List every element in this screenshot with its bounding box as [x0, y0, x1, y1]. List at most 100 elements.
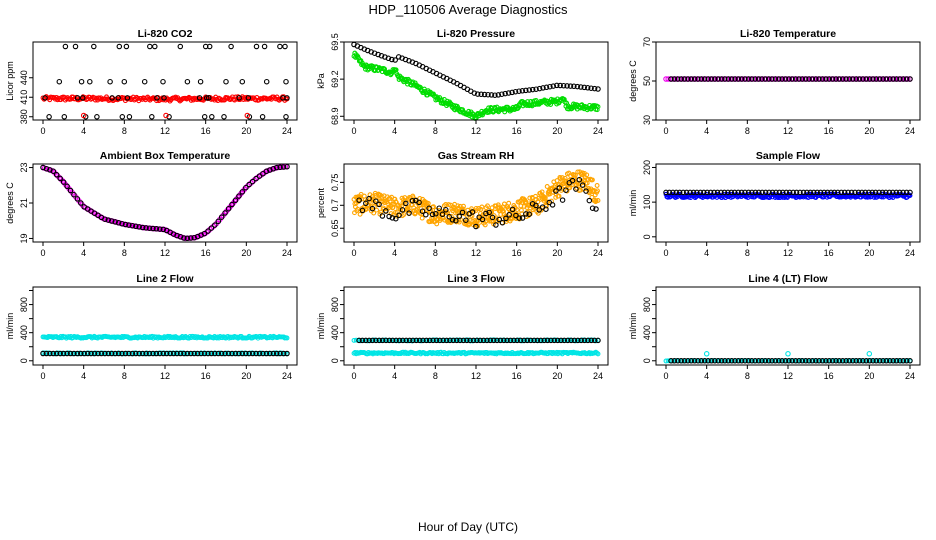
data-point [836, 76, 843, 82]
data-point [755, 358, 762, 364]
data-point [57, 175, 63, 182]
series-red-low [80, 112, 251, 119]
data-point [423, 211, 429, 218]
data-point [433, 337, 440, 344]
data-point [280, 164, 287, 170]
y-tick-label: 0.75 [330, 174, 340, 192]
data-point [703, 351, 710, 357]
data-point [501, 337, 507, 344]
data-point [544, 337, 551, 344]
data-point [567, 83, 574, 89]
data-point [78, 200, 84, 206]
data-point [762, 358, 769, 364]
data-point [239, 78, 246, 85]
x-tick-label: 0 [663, 248, 668, 258]
data-point [722, 358, 728, 364]
data-point [559, 197, 566, 203]
data-point [129, 222, 136, 229]
data-point [782, 358, 789, 364]
data-point [548, 337, 554, 344]
data-point [457, 337, 463, 344]
data-point [860, 358, 866, 364]
data-point [160, 78, 166, 85]
data-point [53, 94, 59, 100]
data-point [184, 350, 191, 357]
data-point [236, 95, 242, 101]
data-point [668, 76, 674, 82]
data-point [243, 350, 249, 357]
data-point [209, 114, 215, 120]
data-point [856, 76, 863, 82]
data-point [786, 76, 792, 82]
data-point [670, 189, 676, 196]
x-tick-label: 20 [864, 371, 874, 381]
y-tick-label: 0 [642, 358, 652, 363]
data-point [738, 76, 745, 82]
data-point [846, 76, 853, 82]
data-point [809, 358, 816, 364]
series-black-high [62, 43, 288, 50]
data-point [708, 76, 715, 82]
data-point [378, 53, 385, 59]
data-point [108, 218, 115, 224]
data-point [442, 217, 448, 223]
data-point [71, 350, 77, 357]
data-point [575, 337, 581, 344]
data-point [782, 76, 789, 82]
data-point [742, 358, 748, 364]
data-point [526, 87, 533, 93]
data-point [773, 189, 779, 196]
data-point [718, 76, 725, 82]
data-point [718, 189, 724, 196]
data-point [50, 168, 57, 174]
data-points [663, 76, 913, 82]
data-point [146, 225, 153, 231]
data-point [212, 350, 218, 357]
data-point [177, 234, 184, 240]
data-point [359, 207, 366, 214]
data-point [581, 337, 588, 344]
data-point [701, 358, 708, 364]
data-point [383, 208, 389, 214]
data-point [863, 194, 869, 200]
data-point [196, 95, 203, 101]
x-tick-label: 4 [704, 371, 709, 381]
series-green-band [351, 50, 601, 121]
data-point [143, 225, 149, 231]
data-point [447, 337, 453, 344]
data-point [862, 189, 869, 196]
data-point [866, 76, 873, 82]
data-point [765, 358, 772, 364]
data-point [749, 76, 755, 82]
panel-sample-flow: Sample Flow 0 100 200 ml/min 0 4 8 12 16 20 24 [628, 150, 921, 258]
data-point [191, 350, 197, 357]
data-point [675, 76, 681, 82]
y-axis: 68.9 69.2 69.5 kPa [316, 33, 345, 125]
data-point [222, 210, 228, 216]
data-point [112, 350, 118, 357]
data-point [890, 358, 896, 364]
data-point [715, 76, 721, 82]
data-point [443, 337, 450, 344]
x-axis-label: Hour of Day (UTC) [418, 520, 518, 534]
data-point [829, 358, 836, 364]
data-point [745, 189, 752, 196]
data-point [460, 337, 467, 344]
data-point [205, 95, 212, 101]
data-point [514, 337, 520, 344]
data-point [277, 43, 283, 50]
data-point [823, 358, 829, 364]
data-point [389, 56, 395, 63]
data-point [107, 78, 113, 85]
data-point [594, 183, 600, 188]
data-point [239, 350, 246, 357]
y-tick-label: 800 [19, 297, 29, 312]
data-point [516, 215, 522, 221]
data-point [802, 358, 809, 364]
data-point [550, 83, 557, 89]
data-point [769, 358, 775, 364]
data-point [53, 172, 60, 178]
data-point [496, 216, 502, 223]
data-point [433, 211, 439, 217]
data-point [470, 337, 477, 344]
